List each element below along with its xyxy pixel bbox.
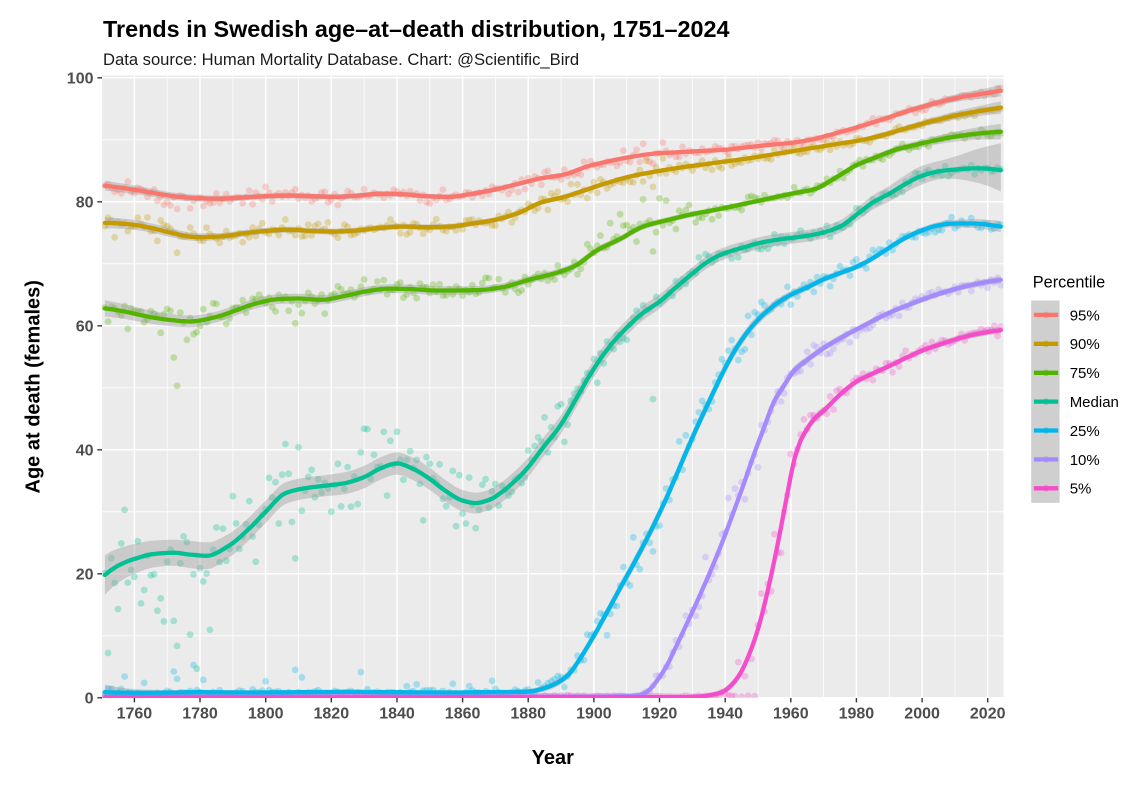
svg-text:1940: 1940 — [707, 705, 743, 722]
svg-text:95%: 95% — [1070, 307, 1100, 324]
svg-text:100: 100 — [67, 71, 94, 88]
svg-text:2000: 2000 — [904, 705, 940, 722]
svg-text:1860: 1860 — [445, 705, 481, 722]
svg-text:60: 60 — [76, 319, 94, 336]
svg-text:1780: 1780 — [182, 705, 218, 722]
svg-text:0: 0 — [85, 691, 94, 708]
svg-text:1820: 1820 — [314, 705, 350, 722]
svg-text:1880: 1880 — [510, 705, 546, 722]
svg-text:20: 20 — [76, 567, 94, 584]
svg-text:Year: Year — [532, 747, 574, 769]
svg-text:1960: 1960 — [773, 705, 809, 722]
svg-text:Median: Median — [1070, 394, 1119, 411]
svg-text:1840: 1840 — [379, 705, 415, 722]
svg-text:1980: 1980 — [839, 705, 875, 722]
svg-text:25%: 25% — [1070, 423, 1100, 440]
svg-text:1760: 1760 — [117, 705, 153, 722]
svg-text:40: 40 — [76, 443, 94, 460]
svg-text:Data source: Human Mortality D: Data source: Human Mortality Database. C… — [103, 50, 579, 69]
svg-text:Age at death (females): Age at death (females) — [23, 280, 45, 493]
svg-text:Trends in Swedish age–at–death: Trends in Swedish age–at–death distribut… — [103, 16, 730, 42]
svg-text:1800: 1800 — [248, 705, 284, 722]
svg-text:1900: 1900 — [576, 705, 612, 722]
svg-text:1920: 1920 — [642, 705, 678, 722]
svg-text:2020: 2020 — [970, 705, 1006, 722]
svg-text:75%: 75% — [1070, 365, 1100, 382]
svg-text:10%: 10% — [1070, 452, 1100, 469]
svg-text:Percentile: Percentile — [1033, 274, 1105, 292]
svg-text:5%: 5% — [1070, 481, 1092, 498]
svg-text:90%: 90% — [1070, 336, 1100, 353]
svg-text:80: 80 — [76, 195, 94, 212]
